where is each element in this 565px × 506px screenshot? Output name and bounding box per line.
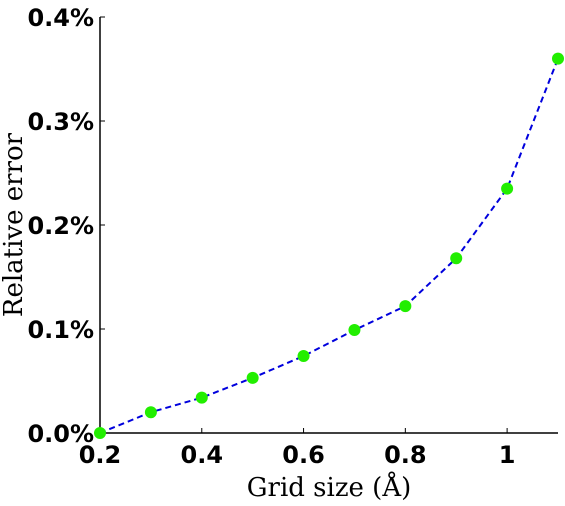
x-tick-label: 0.8 (384, 441, 427, 469)
ticks: 0.0% 0.1% 0.2% 0.3% 0.4% 0.2 0.4 0.6 0.8 1 (27, 4, 515, 469)
data-point (195, 391, 208, 404)
data-point (297, 350, 310, 363)
data-point (450, 252, 463, 265)
y-tick-label: 0.0% (27, 420, 94, 448)
y-tick-label: 0.4% (27, 4, 94, 32)
data-point (144, 406, 157, 419)
y-tick-label: 0.3% (27, 108, 94, 136)
x-axis-label: Grid size (Å) (247, 471, 412, 503)
y-axis-label: Relative error (0, 132, 29, 317)
x-tick-label: 0.2 (79, 441, 122, 469)
series-layer (94, 52, 564, 439)
axes (99, 17, 558, 434)
x-tick-label: 0.4 (181, 441, 224, 469)
x-tick-label: 0.6 (282, 441, 325, 469)
data-point (399, 300, 412, 313)
x-tick-label: 1 (499, 441, 516, 469)
y-tick-label: 0.1% (27, 316, 94, 344)
data-point (348, 324, 361, 337)
series-line (99, 58, 559, 434)
data-point (501, 182, 514, 195)
data-point (94, 427, 106, 439)
y-tick-label: 0.2% (27, 212, 94, 240)
data-point (552, 52, 564, 65)
data-point (246, 371, 259, 384)
